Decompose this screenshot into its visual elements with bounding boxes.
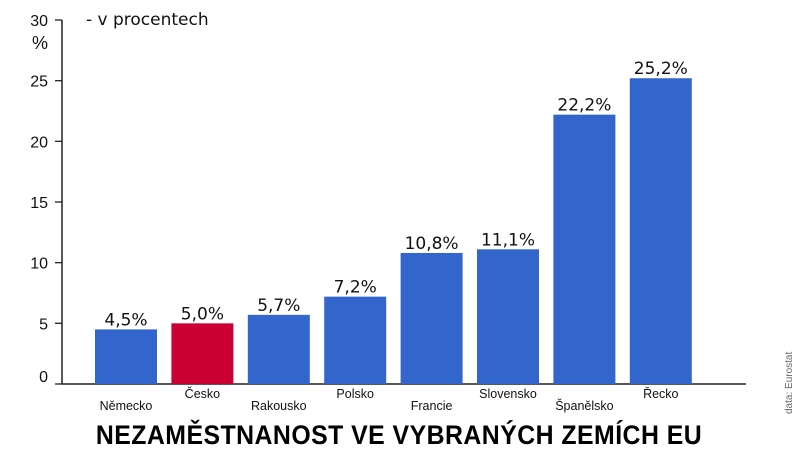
- chart-subtitle: - v procentech: [86, 10, 209, 30]
- category-label: Polsko: [336, 387, 374, 401]
- bar: [553, 114, 616, 384]
- bar: [477, 249, 539, 384]
- bar-chart: % - v procentech 0 5 10 15 20 25 30 4,5% 5,0% 5,…: [30, 10, 746, 413]
- data-label: 7,2%: [334, 278, 377, 298]
- y-tick-label: 30: [30, 13, 48, 30]
- y-tick-label: 15: [30, 195, 48, 212]
- category-label: Česko: [185, 386, 220, 401]
- source-note: data: Eurostat: [784, 351, 795, 414]
- bar: [171, 323, 234, 384]
- bar: [400, 252, 463, 384]
- y-unit-label: %: [32, 33, 48, 53]
- category-label: Francie: [411, 399, 453, 413]
- y-tick-label: 5: [39, 316, 48, 333]
- data-label: 25,2%: [634, 59, 688, 79]
- category-label: Rakousko: [251, 399, 307, 413]
- bars: [95, 78, 692, 385]
- chart-title: NEZAMĚSTNANOST VE VYBRANÝCH ZEMÍCH EU: [95, 420, 703, 450]
- category-label: Německo: [100, 399, 153, 413]
- y-tick-label: 20: [30, 134, 48, 151]
- y-tick-label: 10: [30, 256, 48, 273]
- data-label: 5,7%: [257, 296, 300, 316]
- data-label: 11,1%: [481, 230, 535, 250]
- category-label: Slovensko: [479, 387, 537, 401]
- bar: [247, 314, 310, 384]
- bar: [324, 296, 387, 384]
- data-label: 10,8%: [405, 234, 459, 254]
- data-label: 4,5%: [104, 310, 147, 330]
- category-label: Řecko: [643, 386, 678, 401]
- bar: [95, 329, 157, 384]
- y-tick-label: 25: [30, 74, 48, 91]
- data-label: 5,0%: [181, 304, 224, 324]
- data-label: 22,2%: [557, 96, 611, 116]
- bar: [629, 78, 692, 385]
- category-labels: Německo Česko Rakousko Polsko Francie Slovens…: [100, 386, 679, 413]
- y-tick-label: 0: [39, 369, 48, 386]
- category-label: Španělsko: [555, 398, 613, 413]
- value-labels: 4,5% 5,0% 5,7% 7,2% 10,8% 11,1% 22,2% 25,2%: [104, 59, 687, 330]
